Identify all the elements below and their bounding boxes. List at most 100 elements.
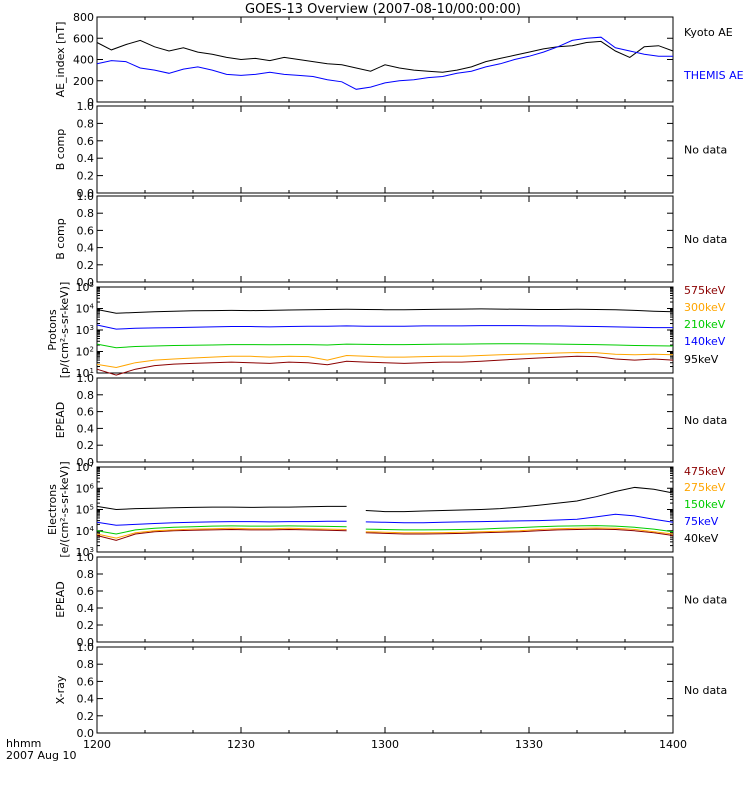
y-tick-label: 1.0 [77, 551, 95, 564]
no-data-note: No data [684, 233, 727, 246]
y-tick-label: 104 [76, 303, 95, 316]
legend-entry: 95keV [684, 353, 719, 366]
x-tick-label: 1230 [227, 738, 255, 751]
y-tick-label: 0.6 [77, 135, 95, 148]
y-tick-label: 0.8 [77, 207, 95, 220]
y-axis-title: EPEAD [54, 402, 67, 439]
y-tick-label: 0.0 [77, 456, 95, 469]
y-tick-label: 101 [76, 367, 94, 380]
legend-entry: 75keV [684, 515, 719, 528]
panel-frame [96, 466, 674, 553]
y-tick-label: 0.8 [77, 658, 95, 671]
y-tick-label: 0.2 [77, 439, 95, 452]
legend-entry: 40keV [684, 532, 719, 545]
panel-ae: 0 200 400 600 800 AE_index [nT] Kyoto AE THEMIS… [54, 11, 744, 109]
y-tick-label: 0.4 [77, 602, 95, 615]
y-axis-title: Electrons [46, 484, 59, 535]
y-tick-label: 0.2 [77, 710, 95, 723]
panel-epead2: 0.0 0.2 0.4 0.6 0.8 1.0 EPEAD No data [54, 551, 727, 649]
y-tick-label: 0.2 [77, 619, 95, 632]
x-tick-label: 1330 [515, 738, 543, 751]
panel-xray: 0.0 0.2 0.4 0.6 0.8 1.0 1200 1230 1300 1330 1400 X-… [54, 641, 727, 751]
y-tick-label: 600 [73, 32, 94, 45]
legend-entry: Kyoto AE [684, 26, 733, 39]
legend-entry: 475keV [684, 465, 726, 478]
legend-entry: 300keV [684, 301, 726, 314]
y-tick-label: 800 [73, 11, 94, 24]
series-line-300kev [96, 351, 674, 369]
legend-entry: 150keV [684, 498, 726, 511]
legend-entry: 275keV [684, 481, 726, 494]
y-tick-label: 103 [76, 546, 94, 559]
series-line-themis-ae [96, 36, 673, 90]
series-line-40kev [96, 486, 674, 513]
y-tick-label: 0.8 [77, 568, 95, 581]
y-tick-label: 0.0 [77, 276, 95, 289]
panel-frame [96, 105, 674, 194]
no-data-note: No data [684, 414, 727, 427]
y-tick-label: 105 [76, 281, 94, 294]
legend-entry: THEMIS AE [683, 69, 744, 82]
legend-entry: 140keV [684, 335, 726, 348]
y-tick-label: 0.0 [77, 636, 95, 649]
y-tick-label: 0.6 [77, 585, 95, 598]
panel-bcomp2: 0.0 0.2 0.4 0.6 0.8 1.0 B comp No data [54, 190, 727, 289]
y-tick-label: 1.0 [77, 100, 95, 113]
y-tick-label: 102 [76, 346, 94, 359]
y-tick-label: 0 [87, 96, 94, 109]
panel-frame [96, 556, 674, 643]
y-tick-label: 107 [76, 461, 94, 474]
no-data-note: No data [684, 144, 727, 157]
y-tick-label: 0.4 [77, 693, 95, 706]
panel-bcomp1: 0.0 0.2 0.4 0.6 0.8 1.0 B comp No data [54, 100, 727, 200]
y-axis-title: [p/(cm²-s-sr-keV)] [58, 282, 71, 379]
y-tick-label: 0.0 [77, 187, 95, 200]
panel-electrons: 103 104 105 106 107 Electrons [e/(cm²-s-sr-keV… [46, 461, 726, 559]
y-axis-title: X-ray [54, 675, 67, 704]
y-tick-label: 0.6 [77, 406, 95, 419]
x-tick-label: 1200 [83, 738, 111, 751]
y-tick-label: 1.0 [77, 372, 95, 385]
y-tick-label: 0.8 [77, 389, 95, 402]
legend-entry: 210keV [684, 318, 726, 331]
y-tick-label: 0.4 [77, 242, 95, 255]
series-line-275kev [96, 527, 674, 539]
y-tick-label: 0.2 [77, 259, 95, 272]
y-axis-title: Protons [46, 309, 59, 350]
series-line-210kev [96, 343, 674, 349]
y-axis-title: [e/(cm²-s-sr-keV)] [58, 461, 71, 557]
series-line-kyoto-ae [96, 39, 674, 73]
no-data-note: No data [684, 594, 727, 607]
x-tick-label: 1400 [659, 738, 687, 751]
figure-title: GOES-13 Overview (2007-08-10/00:00:00) [245, 2, 521, 17]
y-axis-title: EPEAD [54, 581, 67, 618]
series-line-150kev [96, 525, 674, 535]
y-tick-label: 0.4 [77, 422, 95, 435]
panel-epead1: 0.0 0.2 0.4 0.6 0.8 1.0 EPEAD No data [54, 372, 727, 469]
series-line-140kev [96, 324, 673, 330]
y-tick-label: 1.0 [77, 190, 95, 203]
y-tick-label: 103 [76, 324, 94, 337]
series-line-475kev [96, 528, 674, 541]
time-axis-label: hhmm [6, 737, 42, 750]
y-tick-label: 1.0 [77, 641, 95, 654]
y-axis-title: B comp [54, 129, 67, 171]
y-tick-label: 0.2 [77, 170, 95, 183]
y-tick-label: 0.4 [77, 152, 95, 165]
y-tick-label: 0.0 [77, 727, 95, 740]
panel-frame [96, 377, 674, 463]
y-tick-label: 104 [76, 525, 95, 538]
y-tick-label: 400 [73, 54, 94, 67]
no-data-note: No data [684, 684, 727, 697]
panel-frame [96, 286, 674, 374]
panel-protons: 101 102 103 104 105 Protons [p/(cm²-s-sr-keV)]… [46, 281, 726, 380]
legend-entry: 575keV [684, 284, 726, 297]
y-tick-label: 0.8 [77, 117, 95, 130]
series-line-95kev [96, 308, 674, 314]
series-line-75kev [96, 513, 674, 526]
x-tick-label: 1300 [371, 738, 399, 751]
y-axis-title: AE_index [nT] [54, 22, 67, 98]
time-axis-date: 2007 Aug 10 [6, 749, 77, 762]
panel-frame [96, 16, 674, 103]
